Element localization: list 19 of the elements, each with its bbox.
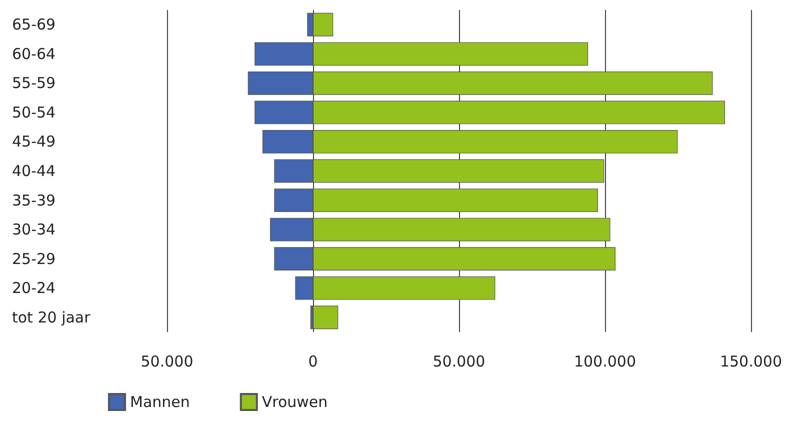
y-tick-label: 35-39 [12,191,56,210]
y-tick-label: 60-64 [12,44,56,63]
y-tick-label: 65-69 [12,16,56,34]
x-tick-label: 50.000 [140,352,194,370]
legend-label: Vrouwen [262,393,328,411]
y-tick-label: 55-59 [12,74,56,92]
y-tick-label: 50-54 [12,103,56,122]
x-tick-label: 150.000 [720,352,782,370]
legend-label: Mannen [130,393,190,411]
x-tick-label: 0 [308,352,318,370]
x-tick-label: 100.000 [574,352,636,370]
y-tick-label: 40-44 [12,162,56,180]
y-tick-label: 20-24 [12,279,56,298]
y-tick-label: tot 20 jaar [12,308,92,326]
y-tick-label: 45-49 [12,132,56,151]
y-tick-label: 25-29 [12,250,56,268]
bar [312,306,338,330]
y-tick-label: 30-34 [12,220,56,239]
x-tick-label: 50.000 [432,352,486,370]
